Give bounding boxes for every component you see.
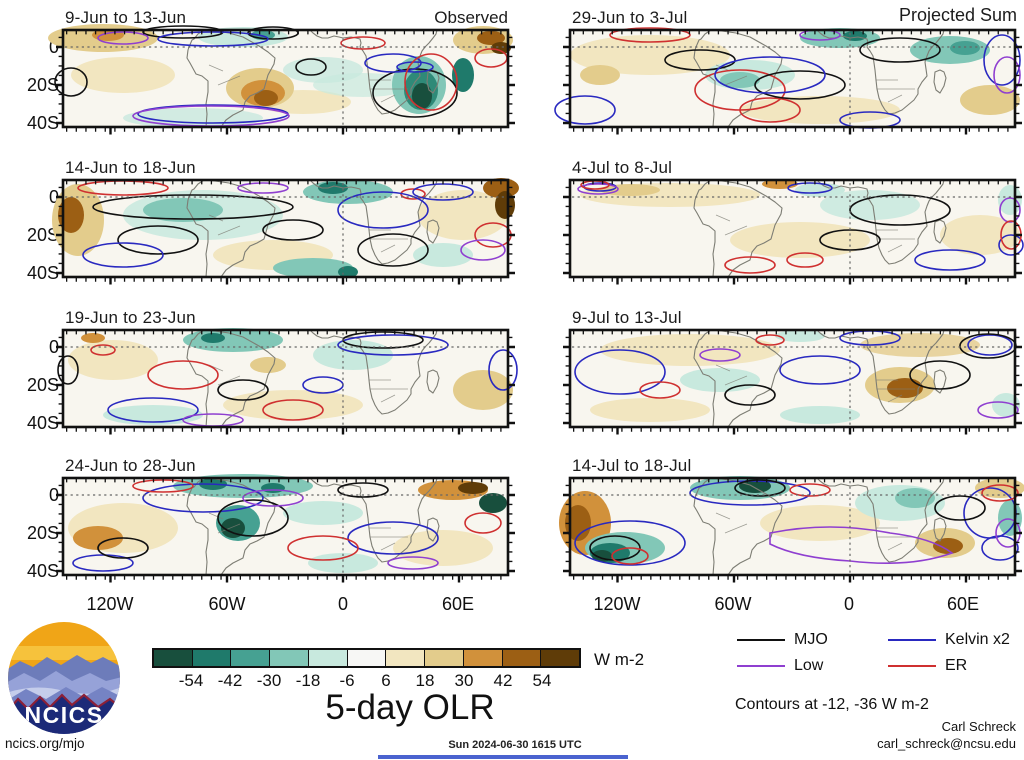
y-tick-label: 20S (26, 75, 59, 95)
column-header-observed: Observed (434, 8, 508, 27)
panel-title: 24-Jun to 28-Jun (65, 456, 196, 475)
colorbar-cell (192, 650, 232, 666)
website-caption: ncics.org/mjo (5, 736, 85, 751)
y-tick-label: 0 (48, 37, 59, 57)
er-line-swatch (888, 664, 936, 668)
panel-obs-3: 19-Jun to 23-Jun 0 20S 40S (27, 308, 518, 427)
colorbar-cell (270, 650, 309, 666)
colorbar-tick: 30 (454, 671, 474, 690)
x-tick-label: 60E (441, 594, 475, 614)
map-observed-1 (48, 24, 508, 127)
colorbar-cell (386, 650, 426, 666)
column-header-projected: Projected Sum (898, 5, 1017, 25)
y-tick-label: 0 (48, 337, 59, 357)
colorbar-cell (154, 650, 193, 666)
colorbar-cell (425, 650, 464, 666)
y-tick-label: 40S (26, 561, 59, 581)
map-observed-4 (63, 474, 508, 575)
map-projected-4 (559, 478, 1024, 575)
legend-item-low: Low (737, 657, 823, 675)
colorbar-tick: 18 (415, 671, 435, 690)
colorbar-tick: -18 (295, 671, 321, 690)
x-tick-label: 120W (593, 594, 641, 614)
x-tick-label: 120W (86, 594, 134, 614)
colorbar-cell (502, 650, 542, 666)
y-tick-label: 20S (26, 523, 59, 543)
panel-title: 9-Jun to 13-Jun (65, 8, 187, 27)
colorbar-tick: 54 (532, 671, 552, 690)
colorbar-cell (541, 650, 580, 666)
y-tick-label: 40S (26, 113, 59, 133)
logo-text: NCICS (24, 702, 103, 728)
colorbar-tick: -6 (339, 671, 355, 690)
panel-proj-3: 9-Jul to 13-Jul (570, 308, 1015, 427)
y-tick-label: 40S (26, 413, 59, 433)
credit-name: Carl Schreck (941, 719, 1016, 734)
y-tick-label: 40S (26, 263, 59, 283)
panel-proj-4: 14-Jul to 18-Jul (559, 456, 1024, 575)
panel-title: 4-Jul to 8-Jul (572, 158, 673, 177)
colorbar-tick: -54 (178, 671, 204, 690)
credit-email: carl_schreck@ncsu.edu (877, 736, 1016, 751)
low-line-swatch (737, 664, 785, 668)
legend-item-er: ER (888, 657, 967, 675)
x-tick-label: 0 (843, 594, 855, 614)
panel-obs-4: 24-Jun to 28-Jun 0 20S 40S (27, 456, 508, 575)
x-tick-label: 60E (946, 594, 980, 614)
y-tick-label: 0 (48, 187, 59, 207)
y-tick-label: 0 (48, 485, 59, 505)
x-tick-label: 60W (208, 594, 246, 614)
bottom-rule (378, 755, 628, 759)
x-tick-label: 60W (714, 594, 752, 614)
legend-item-kelvin: Kelvin x2 (888, 631, 1010, 649)
x-tick-label: 0 (337, 594, 349, 614)
map-observed-3 (63, 330, 518, 427)
timestamp: Sun 2024-06-30 1615 UTC (448, 739, 582, 751)
contour-note: Contours at -12, -36 W m-2 (735, 696, 929, 713)
panel-title: 14-Jun to 18-Jun (65, 158, 196, 177)
colorbar-tick: 42 (493, 671, 513, 690)
colorbar-cell (308, 650, 348, 666)
figure-title: 5-day OLR (325, 688, 495, 727)
kelvin-line-swatch (888, 638, 936, 642)
y-tick-label: 20S (26, 375, 59, 395)
panel-proj-1: 29-Jun to 3-Jul (554, 8, 1015, 127)
colorbar (152, 648, 581, 668)
panel-obs-1: 9-Jun to 13-Jun 0 20S 40S (27, 8, 508, 127)
map-projected-3 (570, 330, 1015, 427)
colorbar-tick: -30 (256, 671, 282, 690)
colorbar-cell (463, 650, 503, 666)
legend-item-mjo: MJO (737, 631, 828, 649)
map-projected-1 (554, 27, 1015, 127)
mjo-line-swatch (737, 638, 785, 642)
colorbar-unit: W m-2 (594, 650, 645, 669)
panel-proj-2: 4-Jul to 8-Jul (570, 158, 1015, 277)
map-projected-2 (570, 180, 1015, 277)
colorbar-cell (231, 650, 271, 666)
panel-obs-2: 14-Jun to 18-Jun 0 20S 40S (27, 158, 519, 277)
colorbar-tick: -42 (217, 671, 243, 690)
panel-title: 29-Jun to 3-Jul (572, 8, 688, 27)
panel-title: 19-Jun to 23-Jun (65, 308, 196, 327)
panel-title: 9-Jul to 13-Jul (572, 308, 682, 327)
ncics-logo: NCICS (8, 622, 120, 734)
map-observed-2 (52, 180, 519, 277)
panel-title: 14-Jul to 18-Jul (572, 456, 692, 475)
colorbar-tick: 6 (381, 671, 391, 690)
y-tick-label: 20S (26, 225, 59, 245)
colorbar-cell (347, 650, 387, 666)
